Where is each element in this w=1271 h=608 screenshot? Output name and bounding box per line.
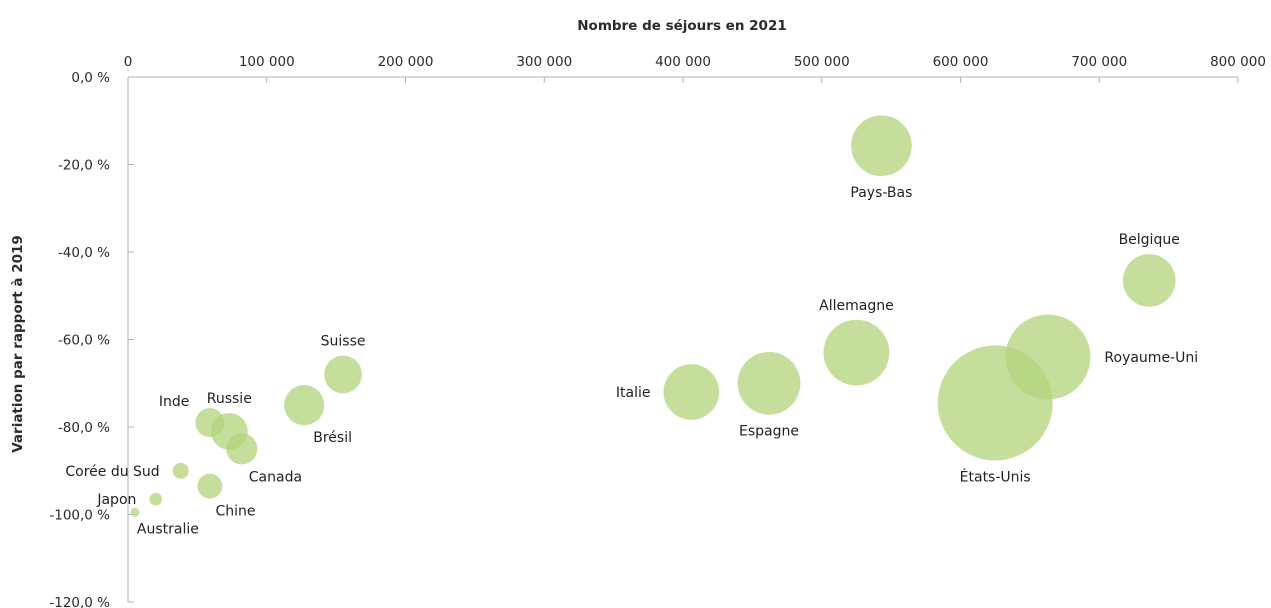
bubble [324,355,362,394]
bubble-label: Chine [215,504,255,520]
bubble [823,319,890,386]
x-tick-label: 400 000 [655,54,711,70]
bubble-labels-group: Pays-Bas Belgique Allemagne Royaume-Uni État… [65,185,1198,538]
bubble-label: Espagne [739,424,799,440]
y-axis-ticks: 0,0 % -20,0 % -40,0 % -60,0 % -80,0 % -100,0 … [49,70,134,608]
x-tick-label: 200 000 [378,54,434,70]
bubbles-group [130,115,1176,517]
bubble [737,351,801,415]
bubble [284,385,325,426]
bubble [1005,314,1091,400]
bubble-label: Inde [159,394,190,410]
x-tick-label: 600 000 [933,54,989,70]
bubble-label: Japon [96,492,136,508]
x-tick-label: 500 000 [794,54,850,70]
y-tick-label: 0,0 % [71,70,110,86]
bubble-label: Italie [616,385,651,401]
bubble [197,473,223,499]
bubble [130,507,140,517]
bubble-label: Suisse [321,334,366,350]
x-tick-label: 300 000 [516,54,572,70]
x-axis-title: Nombre de séjours en 2021 [577,18,786,34]
bubble-label: Corée du Sud [65,464,159,480]
bubble-label: Belgique [1119,232,1180,248]
bubble [172,462,189,479]
bubble-label: Australie [137,522,199,538]
x-tick-label: 0 [124,54,133,70]
bubble [663,364,720,420]
y-tick-label: -100,0 % [49,508,110,524]
bubble-label: Brésil [313,430,352,446]
bubble [226,433,258,465]
x-tick-label: 800 000 [1210,54,1266,70]
x-tick-label: 100 000 [239,54,295,70]
bubble-label: États-Unis [960,468,1031,485]
y-axis-title: Variation par rapport à 2019 [10,235,26,453]
bubble [1122,254,1176,307]
bubble-label: Canada [249,469,302,485]
y-tick-label: -20,0 % [58,158,110,174]
bubble-label: Allemagne [819,298,894,314]
bubble [195,408,225,438]
y-tick-label: -80,0 % [58,420,110,436]
bubble-label: Russie [207,391,252,407]
x-axis-ticks: 0 100 000 200 000 300 000 400 000 500 000 600 … [124,54,1266,83]
y-tick-label: -60,0 % [58,333,110,349]
y-tick-label: -40,0 % [58,245,110,261]
bubble-label: Royaume-Uni [1104,350,1198,366]
bubble [851,115,912,177]
y-tick-label: -120,0 % [49,595,110,608]
x-tick-label: 700 000 [1071,54,1127,70]
bubble-label: Pays-Bas [850,185,912,201]
bubble [149,492,163,506]
